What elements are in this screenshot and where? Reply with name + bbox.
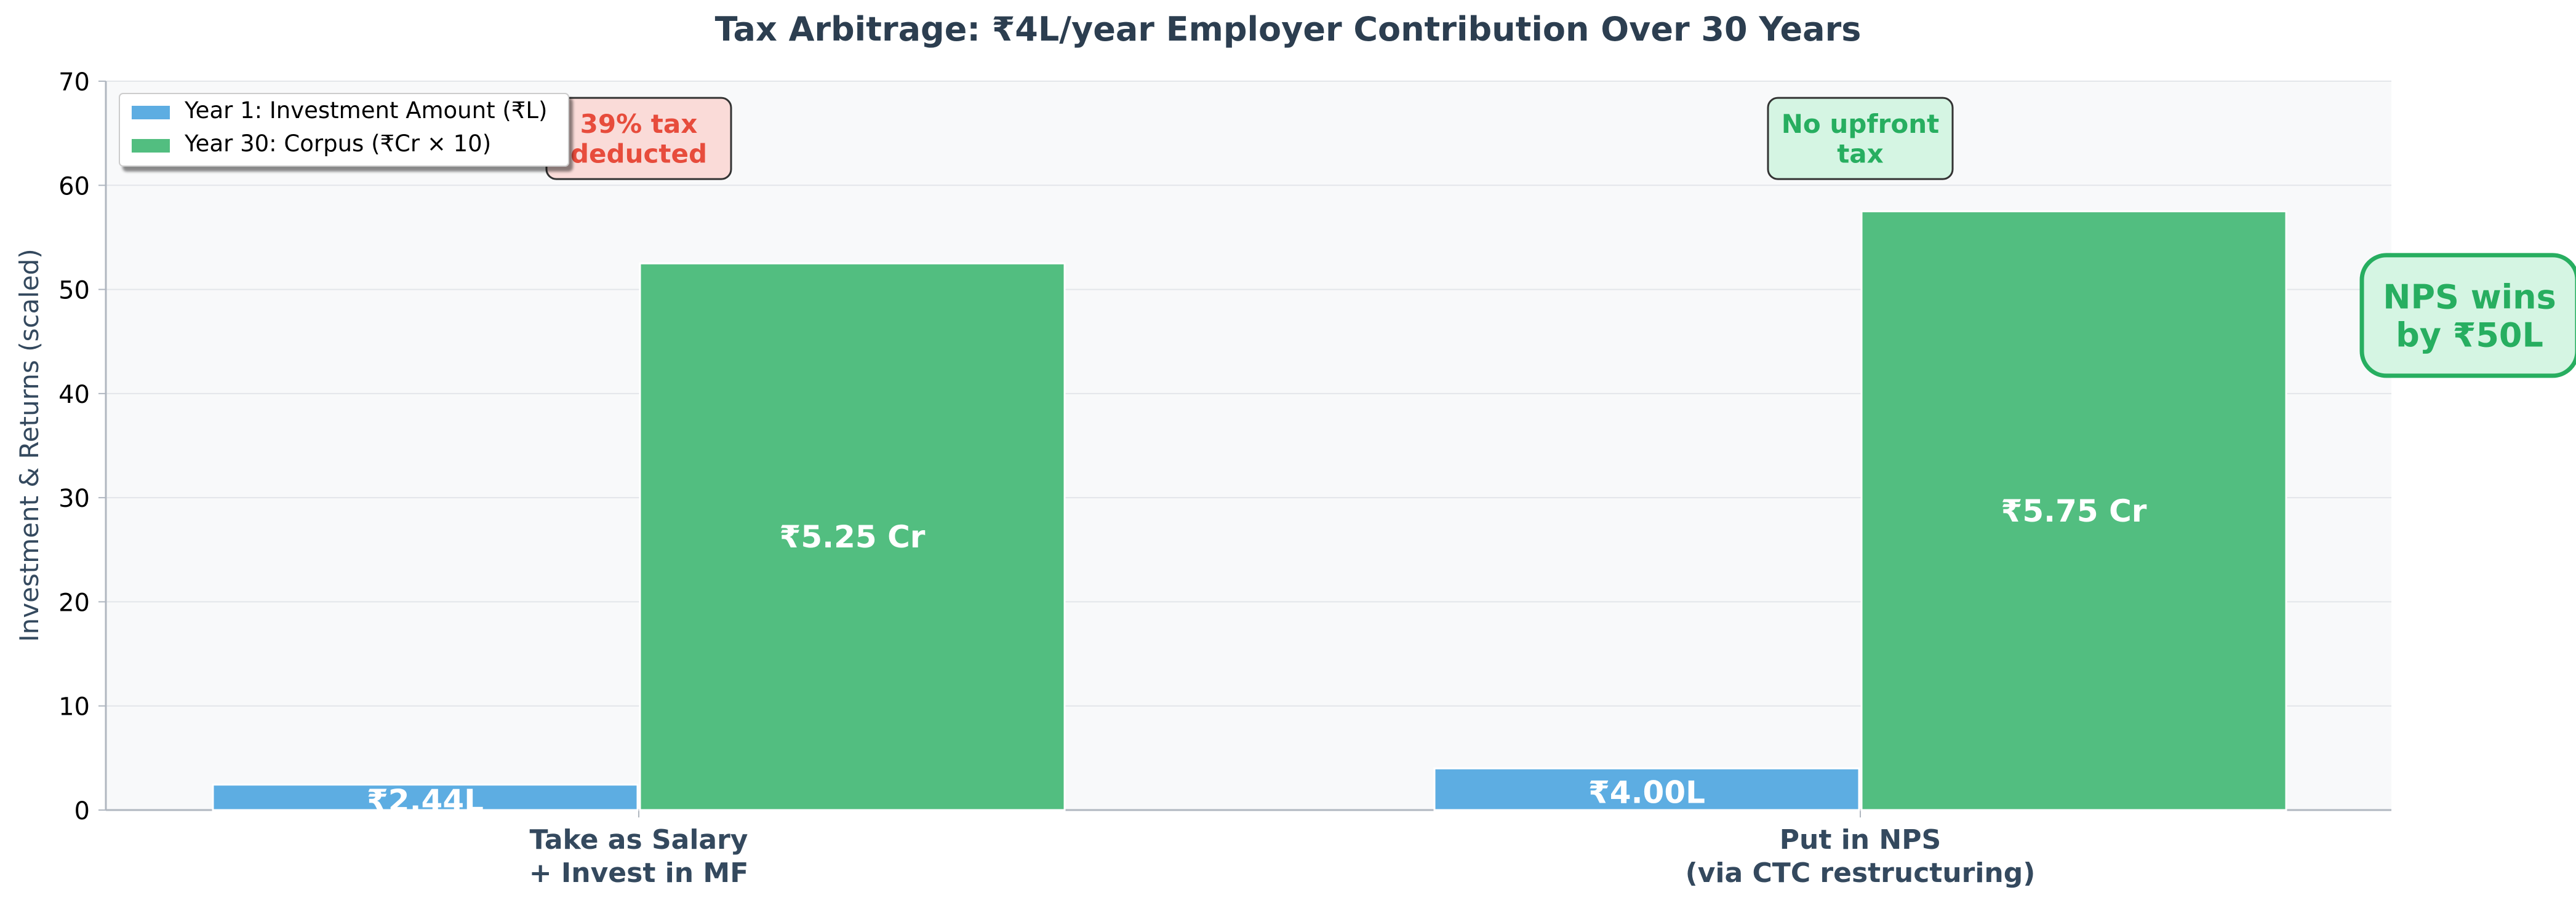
annotation-box [2359,253,2576,378]
y-tick-label: 30 [58,485,90,513]
bar-value-label: ₹5.25 Cr [780,519,926,555]
y-tick-label: 20 [58,589,90,617]
tick-labels: 0 10 20 30 40 50 60 70 [58,68,90,825]
legend: Year 1: Investment Amount (₹L) Year 30: C… [119,93,569,167]
bar-value-label: ₹4.00L [1588,775,1705,811]
annotation-box [1767,97,1954,180]
bar-investment-1 [1433,767,1860,811]
bar-value-label: ₹2.44L [367,783,484,819]
category-labels: Take as Salary+ Invest in MF Put in NPS(v… [529,824,2036,889]
annotation-text: No upfront [1782,109,1939,139]
category-label: Put in NPS [1780,824,1941,856]
bar-investment-0 [212,784,639,811]
bar-value-label: ₹5.75 Cr [2001,493,2147,529]
y-tick-label: 40 [58,381,90,409]
bar-corpus-1 [1860,210,2287,811]
bar-labels: ₹2.44L ₹4.00L ₹5.25 Cr ₹5.75 Cr [367,493,2147,819]
annotation-text: NPS wins [2383,277,2556,316]
legend-box [119,93,569,167]
annotation-text: deducted [570,138,707,169]
category-label: + Invest in MF [529,857,749,889]
legend-entry: Year 1: Investment Amount (₹L) [184,97,547,124]
annotation-text: tax [1837,138,1884,169]
y-tick-label: 0 [74,797,90,825]
y-tick-label: 10 [58,693,90,721]
bar-corpus-0 [639,262,1066,811]
chart-title: Tax Arbitrage: ₹4L/year Employer Contrib… [715,10,1862,49]
category-label: (via CTC restructuring) [1686,857,2036,889]
y-axis-label: Investment & Returns (scaled) [14,248,44,642]
annotation-text: 39% tax [580,109,698,139]
annotation-text: by ₹50L [2396,316,2543,354]
y-tick-label: 60 [58,172,90,201]
legend-swatch [132,139,170,153]
legend-entry: Year 30: Corpus (₹Cr × 10) [184,130,491,157]
category-label: Take as Salary [529,824,748,856]
y-tick-label: 50 [58,277,90,305]
gridlines [106,81,2391,707]
legend-swatch [132,106,170,119]
y-tick-label: 70 [58,68,90,97]
bars [212,210,2287,811]
